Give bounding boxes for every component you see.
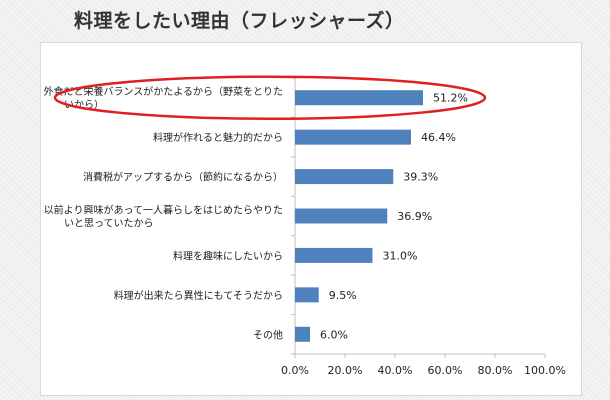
data-label: 36.9%: [397, 210, 432, 223]
x-tick-label: 60.0%: [428, 364, 463, 377]
bar: [295, 129, 411, 145]
bar: [295, 247, 373, 263]
bar: [295, 169, 394, 185]
category-label: 消費税がアップするから（節約になるから）: [83, 171, 283, 184]
data-label: 9.5%: [329, 289, 357, 302]
category-label: 外食だと栄養バランスがかたよるから（野菜をとりた: [44, 85, 284, 98]
data-label: 51.2%: [433, 92, 468, 105]
x-tick-label: 100.0%: [524, 364, 566, 377]
bar: [295, 287, 319, 303]
x-tick-label: 40.0%: [378, 364, 413, 377]
category-label: 料理が作れると魅力的だから: [153, 131, 283, 144]
category-label: いと思っていたから: [64, 218, 154, 230]
bar: [295, 208, 388, 224]
highlight-ellipse: [53, 75, 487, 120]
category-label: 料理を趣味にしたいから: [173, 249, 283, 262]
category-label: いから）: [64, 99, 104, 111]
data-label: 6.0%: [320, 328, 348, 341]
bar: [295, 326, 310, 342]
data-label: 46.4%: [421, 131, 456, 144]
data-label: 39.3%: [403, 171, 438, 184]
category-label: 料理が出来たら異性にもてそうだから: [114, 289, 283, 302]
category-label: 以前より興味があって一人暮らしをはじめたらやりた: [44, 204, 283, 217]
x-tick-label: 0.0%: [281, 364, 309, 377]
x-tick-label: 80.0%: [478, 364, 513, 377]
page-title: 料理をしたい理由（フレッシャーズ）: [74, 10, 405, 32]
bar: [295, 90, 423, 106]
data-label: 31.0%: [383, 249, 418, 262]
category-label: その他: [253, 328, 283, 341]
x-tick-label: 20.0%: [328, 364, 363, 377]
